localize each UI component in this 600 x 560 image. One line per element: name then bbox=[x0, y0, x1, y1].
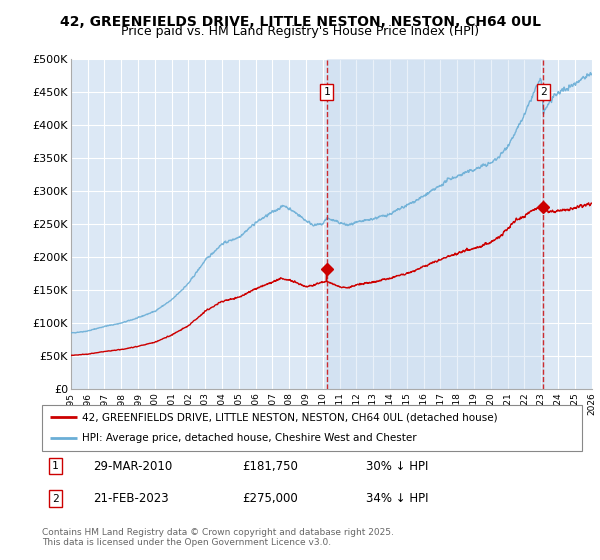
Text: 34% ↓ HPI: 34% ↓ HPI bbox=[366, 492, 428, 505]
Text: £275,000: £275,000 bbox=[242, 492, 298, 505]
Text: 42, GREENFIELDS DRIVE, LITTLE NESTON, NESTON, CH64 0UL: 42, GREENFIELDS DRIVE, LITTLE NESTON, NE… bbox=[59, 15, 541, 29]
Text: 1: 1 bbox=[52, 461, 59, 472]
Text: HPI: Average price, detached house, Cheshire West and Chester: HPI: Average price, detached house, Ches… bbox=[83, 433, 417, 444]
Text: £181,750: £181,750 bbox=[242, 460, 298, 473]
Text: 29-MAR-2010: 29-MAR-2010 bbox=[94, 460, 173, 473]
Text: 1: 1 bbox=[323, 87, 330, 97]
Text: 30% ↓ HPI: 30% ↓ HPI bbox=[366, 460, 428, 473]
Text: 21-FEB-2023: 21-FEB-2023 bbox=[94, 492, 169, 505]
Text: Contains HM Land Registry data © Crown copyright and database right 2025.
This d: Contains HM Land Registry data © Crown c… bbox=[42, 528, 394, 547]
Text: 2: 2 bbox=[540, 87, 547, 97]
Text: 42, GREENFIELDS DRIVE, LITTLE NESTON, NESTON, CH64 0UL (detached house): 42, GREENFIELDS DRIVE, LITTLE NESTON, NE… bbox=[83, 412, 498, 422]
Bar bbox=[326, 59, 544, 389]
Text: Price paid vs. HM Land Registry's House Price Index (HPI): Price paid vs. HM Land Registry's House … bbox=[121, 25, 479, 38]
Text: 2: 2 bbox=[52, 493, 59, 503]
